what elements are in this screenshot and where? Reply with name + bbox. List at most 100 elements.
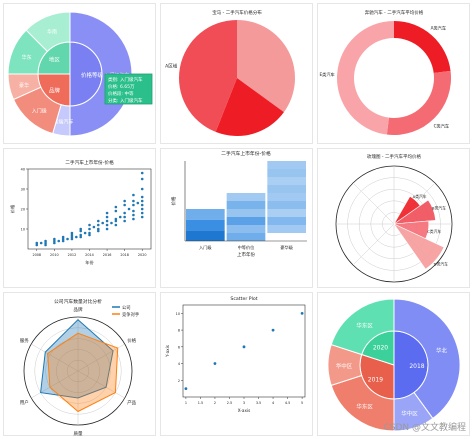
scatter-point [123, 199, 126, 203]
scatter-point [132, 213, 135, 217]
scatter-point [140, 211, 144, 215]
scatter-point [88, 223, 91, 227]
outer-ring-segment [330, 298, 395, 356]
chart-title: 玫瑰图 - 二手汽车平均价格 [367, 153, 421, 160]
y-tick-label: 30 [21, 188, 25, 192]
scatter-point [140, 187, 144, 191]
scatter-point [66, 237, 69, 241]
scatter-panel-2: Scatter Plot X-axis Y-axis 1 1.5 2 2.5 3 3.5 4 4.5… [160, 292, 313, 436]
scatter-point [96, 219, 100, 223]
inner-ring-label: 价格等级 [81, 71, 104, 79]
x-tick-label: 5 [301, 401, 303, 405]
scatter-point [127, 207, 131, 211]
radar-axis-label: 用户 [20, 399, 29, 406]
polar-spoke [352, 223, 395, 266]
scatter-point [35, 243, 39, 247]
radar-spoke [77, 343, 125, 372]
radar-axis-label: 服务 [20, 337, 29, 344]
scatter-point [44, 243, 47, 247]
scatter-point [61, 239, 65, 243]
radar-axis-label: 产品 [127, 399, 136, 406]
x-tick-label: 豪华级 [280, 244, 293, 251]
chart-title: 公司汽车数量对比分析 [54, 298, 102, 305]
scatter-point [53, 241, 56, 245]
x-tick-label: 2014 [85, 253, 94, 257]
outer-ring-label: 华东区 [356, 322, 373, 330]
scatter-point [79, 229, 83, 233]
x-tick-label: 2010 [50, 253, 59, 257]
tooltip-line: 分类: 入门级汽车 [108, 97, 143, 104]
rose-bar-label: D类汽车 [434, 261, 449, 266]
outer-ring-label: 华北 [436, 347, 448, 355]
x-tick-label: 4 [272, 401, 274, 405]
tooltip-line: 价格: 6.65万 [108, 83, 135, 90]
tooltip-line: 类别: 入门级汽车 [108, 76, 143, 83]
x-tick-label: 2008 [32, 253, 41, 257]
y-axis-label: 价格 [9, 204, 16, 213]
scatter-point [61, 237, 65, 241]
scatter-point [44, 241, 47, 245]
scatter-point [83, 231, 87, 235]
scatter-point [140, 195, 144, 199]
x-tick-label: 2.5 [227, 401, 232, 405]
outer-ring-label: 华南 [47, 29, 57, 36]
scatter-point [300, 311, 304, 315]
heatmap-cell [267, 209, 306, 217]
pie-slice [237, 20, 295, 113]
x-tick-label: 2016 [103, 253, 112, 257]
x-tick-label: 3 [243, 401, 245, 405]
y-tick-label: 8 [178, 329, 180, 333]
y-tick-label: 6 [178, 345, 180, 349]
donut-slice-label: A类汽车 [431, 25, 446, 32]
heatmap-cell [267, 161, 306, 169]
heatmap-cell [226, 193, 266, 201]
donut-svg: 奔驰汽车 - 二手汽车平均价格 A类汽车 C类汽车 E类汽车 [320, 9, 451, 135]
outer-ring-label: 高端汽车 [53, 119, 73, 126]
heatmap-cell [186, 230, 225, 241]
x-tick-label: 2 [214, 401, 216, 405]
inner-ring-label: 2020 [373, 344, 388, 351]
scatter-point [101, 221, 104, 225]
outer-ring-label: 入门级 [32, 107, 47, 114]
scatter-point [132, 199, 135, 203]
chart-title: 奔驰汽车 - 二手汽车平均价格 [365, 9, 424, 16]
x-tick-label: 2020 [138, 253, 147, 257]
rose-bar-label: B类汽车 [432, 206, 446, 211]
heatmap-cell [267, 225, 306, 233]
polar-panel: 玫瑰图 - 二手汽车平均价格 A类汽车 B类汽车 C类汽车 D类汽车 [317, 148, 470, 288]
scatter-point [88, 231, 91, 235]
radar-spoke [31, 343, 79, 372]
radar-axis-label: 品牌 [74, 306, 83, 313]
x-tick-label: 2012 [68, 253, 77, 257]
scatter-point [92, 225, 96, 229]
scatter-point [184, 387, 188, 391]
scatter-point [70, 231, 74, 235]
x-tick-label: 1.5 [198, 401, 203, 405]
scatter-point [61, 235, 65, 239]
outer-ring-segment [25, 11, 71, 53]
rose-bar [392, 199, 436, 225]
scatter-point [132, 217, 135, 221]
legend-label: 公司 [122, 305, 131, 311]
x-axis-label: 年份 [85, 259, 94, 266]
chart-title: 二手汽车上市年份-价格 [65, 159, 114, 166]
y-tick-label: 10 [176, 312, 180, 316]
x-tick-label: 4.5 [285, 401, 290, 405]
donut-slice-label: C类汽车 [434, 122, 450, 129]
heatmap-cell [267, 217, 306, 225]
heatmap-cell [267, 169, 306, 177]
pie-slice [179, 19, 237, 132]
x-tick-label: 1 [185, 401, 187, 405]
scatter-panel-1: 二手汽车上市年份-价格 年份 价格 2008 2010 2012 2014 2016 2018 2… [3, 148, 156, 288]
scatter-point [140, 203, 144, 207]
heatmap-cell [267, 193, 306, 201]
scatter-point [136, 201, 140, 205]
scatter-point [79, 235, 83, 239]
heatmap-cell [226, 201, 266, 209]
heatmap-cell [226, 225, 266, 233]
